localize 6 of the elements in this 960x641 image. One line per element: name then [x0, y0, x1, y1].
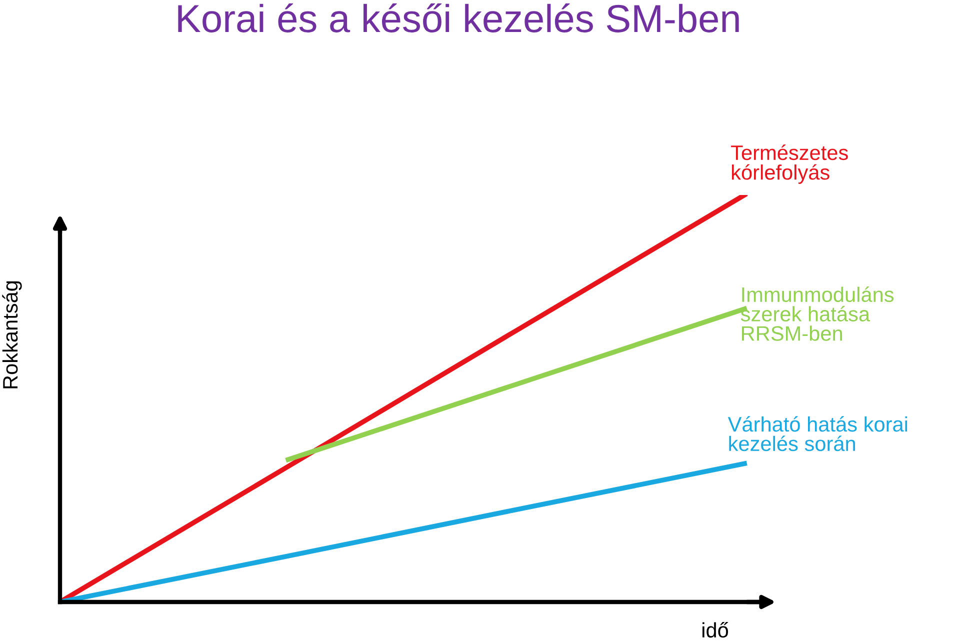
series-label: Immunmoduláns szerek hatása RRSM-ben	[740, 286, 894, 341]
series-label: Várható hatás korai kezelés során	[728, 416, 908, 452]
x-axis-title: idő	[702, 622, 728, 638]
series-label: Természetes kórlefolyás	[731, 144, 848, 184]
y-axis-title: Rokkantság	[2, 281, 22, 388]
chart-title: Korai és a késői kezelés SM-ben	[178, 3, 739, 32]
